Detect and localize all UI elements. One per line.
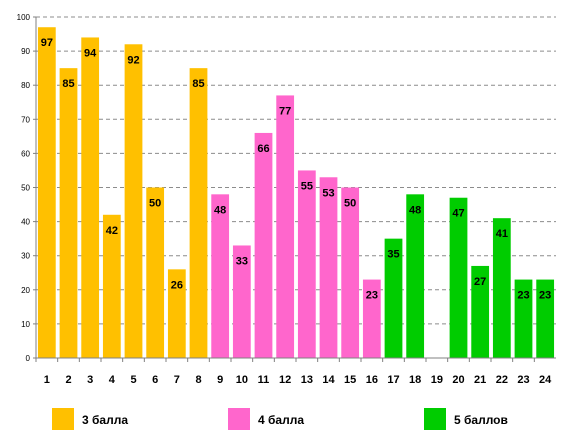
data-label-9: 48 bbox=[214, 204, 226, 216]
legend-label-2: 4 балла bbox=[258, 413, 304, 427]
data-label-4: 42 bbox=[106, 225, 118, 237]
bar-11 bbox=[254, 132, 273, 358]
x-tick-label-11: 11 bbox=[258, 374, 270, 386]
data-labels: 97 85 94 42 92 50 26 85 48 33 66 77 55 53 50 23 35 48 47 27… bbox=[41, 37, 552, 301]
x-tick-label-19: 19 bbox=[431, 374, 443, 386]
bar-4 bbox=[102, 214, 121, 358]
bar-23 bbox=[514, 279, 533, 358]
data-label-5: 92 bbox=[127, 54, 139, 66]
bars bbox=[37, 27, 555, 359]
bar-21 bbox=[471, 265, 490, 358]
y-tick-label: 40 bbox=[21, 218, 30, 227]
bar-2 bbox=[59, 68, 78, 359]
x-tick-label-12: 12 bbox=[279, 374, 291, 386]
y-tick-label: 70 bbox=[21, 115, 30, 124]
x-tick-label-13: 13 bbox=[301, 374, 313, 386]
data-label-18: 48 bbox=[409, 204, 421, 216]
bar-14 bbox=[319, 177, 338, 358]
y-tick-label: 100 bbox=[17, 13, 31, 22]
data-label-3: 94 bbox=[84, 47, 97, 59]
data-label-23: 23 bbox=[517, 290, 529, 302]
data-label-12: 77 bbox=[279, 105, 291, 117]
data-label-16: 23 bbox=[366, 290, 378, 302]
bar-1 bbox=[37, 27, 56, 358]
bar-16 bbox=[362, 279, 381, 358]
legend-swatch-2 bbox=[228, 408, 250, 430]
bar-6 bbox=[146, 187, 165, 358]
x-tick-label-2: 2 bbox=[65, 374, 71, 386]
data-label-1: 97 bbox=[41, 37, 53, 49]
bar-13 bbox=[297, 170, 316, 358]
data-label-6: 50 bbox=[149, 198, 161, 210]
data-label-11: 66 bbox=[257, 143, 269, 155]
y-tick-label: 80 bbox=[21, 81, 30, 90]
bar-12 bbox=[276, 95, 295, 359]
data-label-17: 35 bbox=[387, 249, 399, 261]
bar-10 bbox=[232, 245, 251, 358]
x-tick-label-24: 24 bbox=[539, 374, 552, 386]
y-tick-label: 20 bbox=[21, 286, 30, 295]
bar-24 bbox=[536, 279, 555, 358]
y-tick-label: 30 bbox=[21, 252, 30, 261]
legend-label-3: 5 баллов bbox=[454, 413, 508, 427]
x-tick-label-22: 22 bbox=[496, 374, 508, 386]
y-tick-label: 90 bbox=[21, 47, 30, 56]
y-tick-label: 10 bbox=[21, 320, 30, 329]
x-tick-label-3: 3 bbox=[87, 374, 93, 386]
x-tick-label-6: 6 bbox=[152, 374, 158, 386]
x-tick-label-1: 1 bbox=[44, 374, 50, 386]
bar-8 bbox=[189, 68, 208, 359]
x-tick-label-9: 9 bbox=[217, 374, 223, 386]
x-tick-label-16: 16 bbox=[366, 374, 378, 386]
x-tick-label-23: 23 bbox=[517, 374, 529, 386]
data-label-22: 41 bbox=[496, 228, 508, 240]
legend-swatch-3 bbox=[424, 408, 446, 430]
data-label-14: 53 bbox=[322, 187, 334, 199]
x-tick-label-17: 17 bbox=[387, 374, 399, 386]
x-tick-label-14: 14 bbox=[322, 374, 335, 386]
data-label-7: 26 bbox=[171, 279, 183, 291]
x-tick-label-15: 15 bbox=[344, 374, 356, 386]
bar-17 bbox=[384, 238, 403, 358]
y-tick-label: 0 bbox=[26, 354, 31, 363]
data-label-10: 33 bbox=[236, 255, 248, 267]
data-label-2: 85 bbox=[62, 78, 74, 90]
x-tick-label-8: 8 bbox=[195, 374, 201, 386]
x-tick-label-10: 10 bbox=[236, 374, 248, 386]
data-label-8: 85 bbox=[192, 78, 204, 90]
legend-swatch-1 bbox=[52, 408, 74, 430]
gridlines bbox=[36, 16, 556, 325]
data-label-13: 55 bbox=[301, 180, 313, 192]
x-tick-label-4: 4 bbox=[109, 374, 116, 386]
bar-22 bbox=[492, 218, 511, 358]
bar-20 bbox=[449, 197, 468, 358]
x-tick-label-21: 21 bbox=[474, 374, 486, 386]
bar-9 bbox=[211, 194, 230, 358]
data-label-20: 47 bbox=[452, 208, 464, 220]
bar-7 bbox=[167, 269, 186, 358]
legend-label-1: 3 балла bbox=[82, 413, 128, 427]
bar-15 bbox=[341, 187, 360, 358]
x-tick-label-18: 18 bbox=[409, 374, 421, 386]
x-axis: 1 2 3 4 5 6 7 8 9 10 11 12 13 14 15 16 17 18 19 20 21 22 23 24 bbox=[35, 357, 556, 386]
data-label-24: 23 bbox=[539, 290, 551, 302]
data-label-21: 27 bbox=[474, 276, 486, 288]
bar-5 bbox=[124, 44, 143, 358]
bar-3 bbox=[81, 37, 100, 359]
legend: 3 балла 4 балла 5 баллов bbox=[52, 408, 508, 430]
bar-18 bbox=[406, 194, 425, 358]
y-axis: 0 10 20 30 40 50 60 70 80 90 100 bbox=[17, 13, 37, 363]
y-tick-label: 60 bbox=[21, 149, 30, 158]
y-tick-label: 50 bbox=[21, 184, 30, 193]
x-tick-label-20: 20 bbox=[452, 374, 464, 386]
x-tick-label-5: 5 bbox=[130, 374, 136, 386]
data-label-15: 50 bbox=[344, 198, 356, 210]
x-tick-label-7: 7 bbox=[174, 374, 180, 386]
